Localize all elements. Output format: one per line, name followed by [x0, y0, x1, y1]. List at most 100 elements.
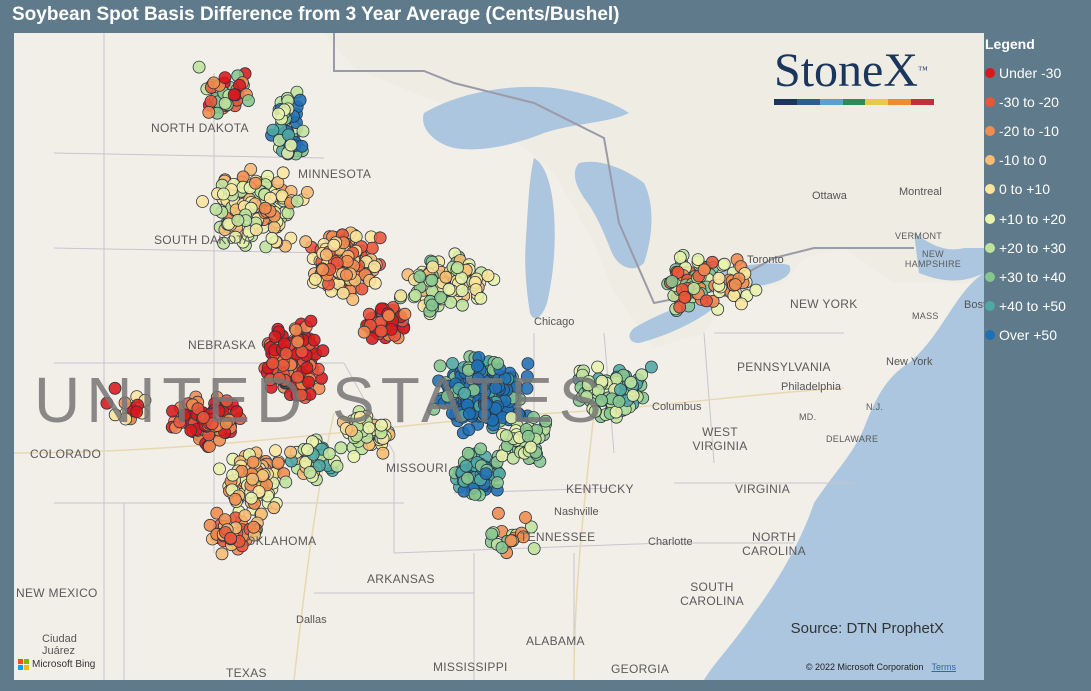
basis-point[interactable] — [272, 107, 285, 121]
legend-item[interactable]: 0 to +10 — [985, 175, 1066, 204]
basis-point[interactable] — [735, 297, 748, 311]
basis-point[interactable] — [100, 396, 114, 410]
basis-point[interactable] — [291, 335, 305, 349]
basis-point[interactable] — [455, 284, 469, 297]
legend-item[interactable]: -30 to -20 — [985, 87, 1066, 116]
basis-point[interactable] — [226, 468, 240, 482]
map-canvas[interactable]: UNITED STATES NORTH DAKOTA MINNESOTA SOU… — [14, 33, 984, 680]
basis-point[interactable] — [300, 185, 314, 199]
basis-point[interactable] — [520, 370, 534, 383]
basis-point[interactable] — [334, 441, 348, 455]
basis-point[interactable] — [307, 333, 321, 347]
basis-point[interactable] — [495, 541, 509, 554]
basis-point[interactable] — [717, 257, 731, 271]
basis-point[interactable] — [382, 309, 396, 323]
legend-item[interactable]: Over +50 — [985, 321, 1066, 350]
basis-point[interactable] — [524, 520, 538, 534]
basis-point[interactable] — [296, 124, 310, 138]
basis-point[interactable] — [218, 97, 232, 110]
basis-point[interactable] — [345, 424, 358, 438]
basis-point[interactable] — [301, 443, 314, 457]
basis-point[interactable] — [425, 298, 439, 312]
basis-point[interactable] — [347, 450, 361, 463]
basis-point[interactable] — [272, 371, 286, 385]
basis-point[interactable] — [520, 381, 534, 395]
basis-point[interactable] — [304, 314, 318, 328]
basis-point[interactable] — [196, 195, 209, 208]
basis-point[interactable] — [263, 191, 277, 205]
basis-point[interactable] — [316, 344, 330, 358]
basis-point[interactable] — [276, 166, 290, 180]
basis-point[interactable] — [441, 389, 454, 403]
basis-point[interactable] — [258, 201, 272, 215]
basis-point[interactable] — [516, 530, 530, 544]
basis-point[interactable] — [458, 386, 472, 400]
basis-point[interactable] — [461, 446, 475, 460]
basis-point[interactable] — [539, 414, 553, 428]
basis-point[interactable] — [204, 95, 218, 108]
basis-point[interactable] — [357, 325, 371, 339]
legend-item[interactable]: -10 to 0 — [985, 146, 1066, 175]
basis-point[interactable] — [130, 405, 143, 419]
basis-point[interactable] — [521, 357, 535, 371]
basis-point[interactable] — [479, 397, 493, 411]
basis-point[interactable] — [626, 388, 640, 402]
basis-point[interactable] — [527, 411, 540, 424]
basis-point[interactable] — [697, 263, 711, 277]
basis-point[interactable] — [491, 506, 505, 520]
basis-point[interactable] — [209, 202, 223, 216]
basis-point[interactable] — [374, 324, 388, 338]
basis-point[interactable] — [678, 290, 692, 304]
basis-point[interactable] — [215, 547, 229, 561]
basis-point[interactable] — [446, 357, 459, 370]
basis-point[interactable] — [687, 282, 701, 295]
basis-point[interactable] — [293, 93, 307, 107]
basis-point[interactable] — [336, 286, 350, 300]
basis-point[interactable] — [231, 213, 245, 227]
basis-point[interactable] — [269, 444, 282, 458]
basis-point[interactable] — [588, 404, 602, 418]
basis-point[interactable] — [118, 396, 132, 410]
basis-point[interactable] — [228, 492, 242, 506]
basis-point[interactable] — [177, 408, 191, 422]
basis-point[interactable] — [349, 230, 363, 244]
basis-point[interactable] — [461, 471, 475, 485]
basis-point[interactable] — [302, 375, 316, 389]
basis-point[interactable] — [246, 455, 260, 469]
basis-point[interactable] — [312, 459, 326, 473]
basis-point[interactable] — [471, 372, 485, 386]
basis-point[interactable] — [353, 410, 367, 424]
basis-point[interactable] — [299, 235, 313, 249]
basis-point[interactable] — [485, 527, 499, 541]
basis-point[interactable] — [624, 375, 638, 389]
basis-point[interactable] — [230, 405, 244, 419]
basis-point[interactable] — [303, 465, 317, 479]
basis-point[interactable] — [267, 221, 281, 235]
basis-point[interactable] — [362, 421, 376, 435]
basis-point[interactable] — [459, 459, 473, 473]
basis-point[interactable] — [271, 456, 285, 470]
basis-point[interactable] — [451, 261, 464, 275]
basis-point[interactable] — [425, 273, 439, 287]
basis-point[interactable] — [432, 374, 446, 388]
basis-point[interactable] — [408, 289, 422, 302]
basis-point[interactable] — [504, 534, 518, 548]
basis-point[interactable] — [462, 423, 476, 437]
legend-item[interactable]: +40 to +50 — [985, 292, 1066, 321]
basis-point[interactable] — [271, 176, 285, 190]
basis-point[interactable] — [284, 445, 298, 459]
legend-item[interactable]: +10 to +20 — [985, 204, 1066, 233]
basis-point[interactable] — [479, 467, 493, 481]
basis-point[interactable] — [319, 248, 333, 262]
basis-point[interactable] — [489, 381, 503, 395]
basis-point[interactable] — [591, 360, 604, 374]
terms-link[interactable]: Terms — [931, 662, 957, 672]
basis-point[interactable] — [217, 187, 230, 201]
basis-point[interactable] — [284, 138, 298, 152]
basis-point[interactable] — [373, 231, 387, 245]
basis-point[interactable] — [455, 298, 469, 312]
basis-point[interactable] — [202, 105, 216, 119]
basis-point[interactable] — [316, 263, 330, 277]
basis-point[interactable] — [213, 462, 226, 476]
basis-point[interactable] — [238, 509, 252, 523]
